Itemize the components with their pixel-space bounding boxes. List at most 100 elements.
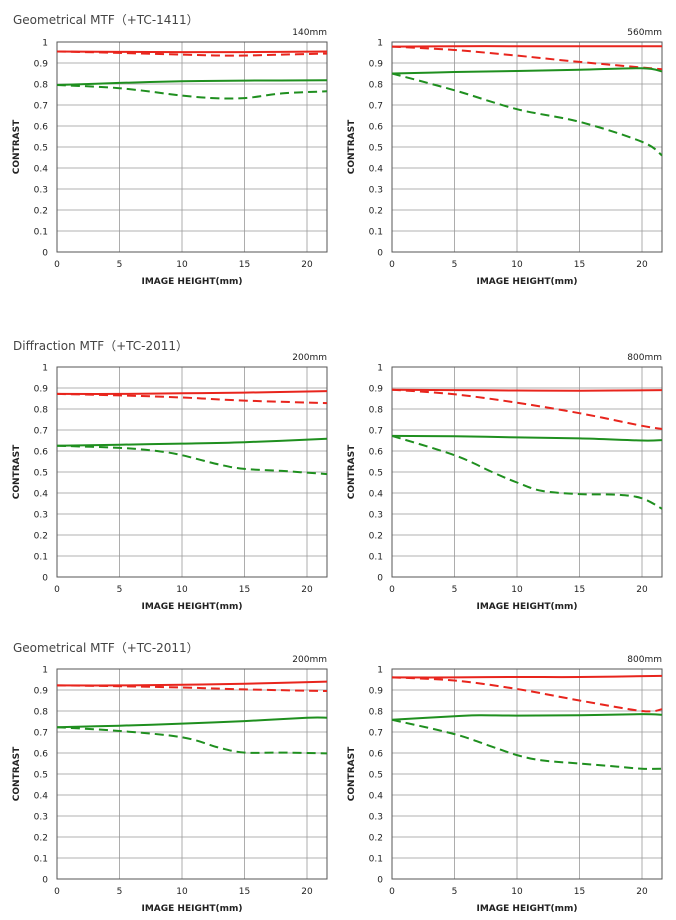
y-tick-label: 0.2 bbox=[34, 532, 48, 542]
series-line-3 bbox=[391, 67, 663, 75]
y-tick-label: 1 bbox=[42, 666, 48, 676]
y-tick-label: 0.8 bbox=[34, 708, 49, 718]
x-tick-label: 5 bbox=[117, 887, 123, 897]
y-tick-label: 0.3 bbox=[369, 186, 383, 196]
plot-frame bbox=[56, 41, 328, 253]
x-tick-label: 5 bbox=[452, 887, 458, 897]
series-line-4 bbox=[391, 72, 663, 157]
x-tick-label: 15 bbox=[574, 887, 585, 897]
y-tick-label: 0.8 bbox=[369, 81, 384, 91]
y-tick-label: 0.4 bbox=[34, 792, 49, 802]
y-tick-label: 0.1 bbox=[34, 553, 48, 563]
x-tick-label: 0 bbox=[389, 585, 395, 595]
series-line-3 bbox=[391, 434, 663, 442]
plot-frame bbox=[56, 668, 328, 880]
x-axis-label: IMAGE HEIGHT(mm) bbox=[141, 277, 242, 287]
series-line-3 bbox=[56, 79, 328, 86]
chart-corner-label: 560mm bbox=[627, 28, 662, 38]
x-tick-label: 0 bbox=[54, 887, 60, 897]
mtf-chart-3: 00.10.20.30.40.50.60.70.80.910 5 10 15 20200… bbox=[12, 353, 328, 612]
y-tick-label: 0.3 bbox=[34, 186, 48, 196]
plot-frame bbox=[391, 366, 663, 578]
mtf-chart-2: 00.10.20.30.40.50.60.70.80.910 5 10 15 20560… bbox=[347, 28, 663, 287]
y-tick-label: 0.1 bbox=[34, 228, 48, 238]
y-tick-label: 0.3 bbox=[34, 813, 48, 823]
x-tick-label: 20 bbox=[301, 585, 313, 595]
y-tick-label: 0.2 bbox=[34, 834, 48, 844]
y-tick-label: 0.3 bbox=[369, 511, 383, 521]
series-line-3 bbox=[56, 437, 328, 447]
y-tick-label: 0 bbox=[377, 876, 383, 886]
y-tick-label: 0.4 bbox=[369, 165, 384, 175]
y-tick-label: 0.9 bbox=[369, 385, 384, 395]
y-tick-label: 0.9 bbox=[369, 60, 384, 70]
y-tick-label: 0.4 bbox=[369, 490, 384, 500]
x-tick-label: 5 bbox=[452, 260, 458, 270]
y-axis-label: CONTRAST bbox=[12, 746, 22, 801]
x-tick-label: 0 bbox=[54, 585, 60, 595]
mtf-chart-4: 00.10.20.30.40.50.60.70.80.910 5 10 15 20800… bbox=[347, 353, 663, 612]
y-tick-label: 0.7 bbox=[34, 729, 48, 739]
y-tick-label: 0.6 bbox=[369, 750, 384, 760]
x-tick-label: 15 bbox=[239, 260, 250, 270]
y-axis-label: CONTRAST bbox=[12, 119, 22, 174]
y-tick-label: 0.9 bbox=[34, 687, 49, 697]
x-tick-label: 20 bbox=[636, 260, 648, 270]
x-axis-label: IMAGE HEIGHT(mm) bbox=[476, 277, 577, 287]
mtf-chart-6: 00.10.20.30.40.50.60.70.80.910 5 10 15 20800… bbox=[347, 655, 663, 914]
y-tick-label: 0.3 bbox=[369, 813, 383, 823]
y-tick-label: 0.7 bbox=[369, 102, 383, 112]
y-tick-label: 1 bbox=[42, 364, 48, 374]
y-tick-label: 0.6 bbox=[34, 123, 49, 133]
chart-corner-label: 800mm bbox=[627, 353, 662, 363]
x-tick-label: 10 bbox=[176, 260, 188, 270]
series-line-3 bbox=[56, 716, 328, 729]
series-line-2 bbox=[56, 392, 328, 405]
series-line-4 bbox=[56, 726, 328, 755]
y-tick-label: 0.5 bbox=[34, 771, 48, 781]
y-tick-label: 0.2 bbox=[369, 532, 383, 542]
y-tick-label: 0 bbox=[42, 574, 48, 584]
chart-corner-label: 140mm bbox=[292, 28, 327, 38]
x-tick-label: 0 bbox=[54, 260, 60, 270]
y-tick-label: 1 bbox=[377, 39, 383, 49]
x-tick-label: 10 bbox=[511, 887, 523, 897]
y-tick-label: 1 bbox=[377, 666, 383, 676]
y-tick-label: 0.7 bbox=[34, 102, 48, 112]
y-tick-label: 0.1 bbox=[34, 855, 48, 865]
y-tick-label: 0.2 bbox=[34, 207, 48, 217]
x-tick-label: 0 bbox=[389, 260, 395, 270]
x-tick-label: 10 bbox=[176, 585, 188, 595]
y-tick-label: 0 bbox=[377, 249, 383, 259]
mtf-chart-1: 00.10.20.30.40.50.60.70.80.910 5 10 15 20140… bbox=[12, 28, 328, 287]
x-tick-label: 0 bbox=[389, 887, 395, 897]
y-tick-label: 0.9 bbox=[34, 60, 49, 70]
x-tick-label: 20 bbox=[301, 260, 313, 270]
y-tick-label: 0.2 bbox=[369, 834, 383, 844]
series-line-2 bbox=[56, 684, 328, 692]
x-tick-label: 5 bbox=[117, 585, 123, 595]
series-line-2 bbox=[391, 676, 663, 713]
x-axis-label: IMAGE HEIGHT(mm) bbox=[141, 904, 242, 914]
y-tick-label: 0.4 bbox=[34, 490, 49, 500]
y-tick-label: 0.8 bbox=[34, 81, 49, 91]
y-tick-label: 0.8 bbox=[369, 406, 384, 416]
x-axis-label: IMAGE HEIGHT(mm) bbox=[476, 602, 577, 612]
series-line-1 bbox=[391, 388, 663, 392]
y-tick-label: 0.8 bbox=[369, 708, 384, 718]
y-tick-label: 0.8 bbox=[34, 406, 49, 416]
y-tick-label: 0 bbox=[42, 876, 48, 886]
x-tick-label: 10 bbox=[511, 585, 523, 595]
y-tick-label: 0.9 bbox=[369, 687, 384, 697]
y-tick-label: 1 bbox=[42, 39, 48, 49]
x-tick-label: 10 bbox=[176, 887, 188, 897]
x-tick-label: 15 bbox=[574, 585, 585, 595]
y-tick-label: 0.2 bbox=[369, 207, 383, 217]
y-axis-label: CONTRAST bbox=[12, 444, 22, 499]
series-line-1 bbox=[56, 50, 328, 54]
series-line-2 bbox=[56, 50, 328, 57]
chart-corner-label: 200mm bbox=[292, 353, 327, 363]
y-tick-label: 0.6 bbox=[34, 448, 49, 458]
series-line-4 bbox=[391, 718, 663, 770]
y-tick-label: 0.6 bbox=[34, 750, 49, 760]
